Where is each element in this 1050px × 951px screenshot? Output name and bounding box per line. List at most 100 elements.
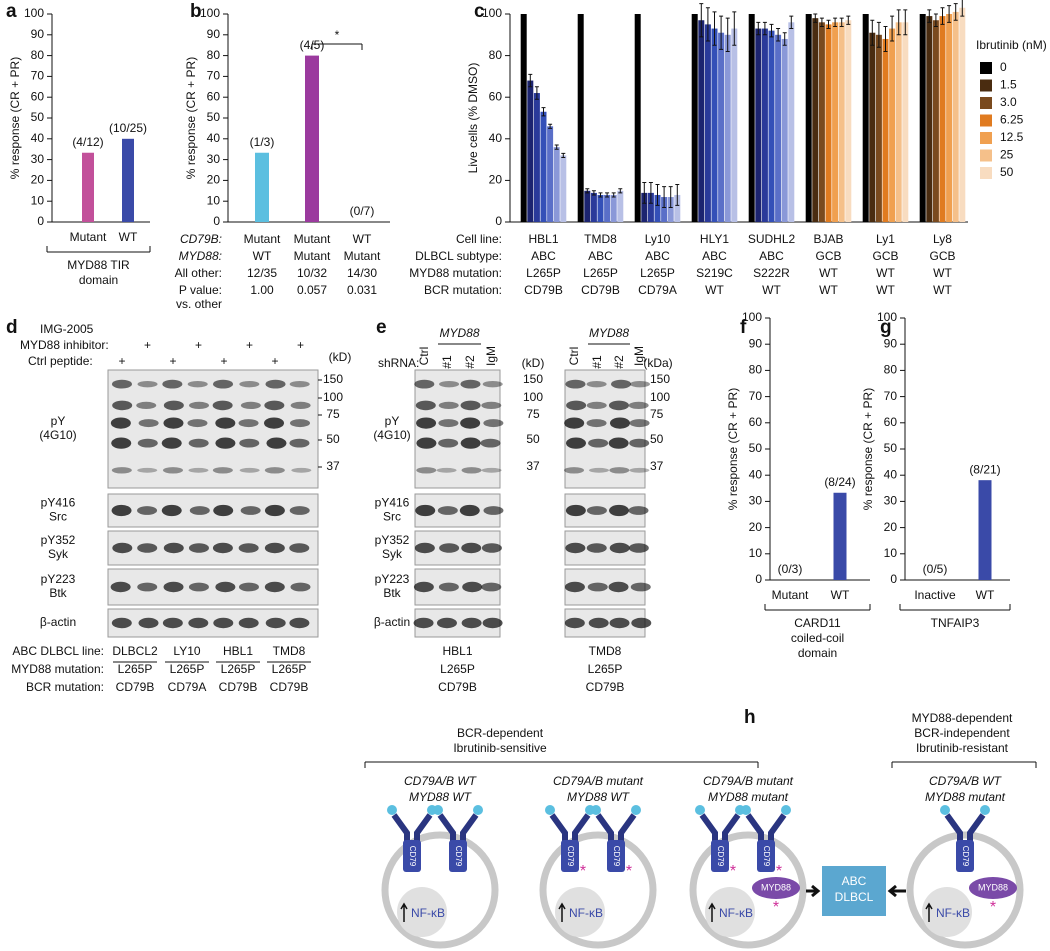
band	[289, 380, 310, 388]
error-bar	[618, 188, 623, 194]
band	[416, 467, 437, 474]
bar	[768, 30, 775, 222]
error-bar	[960, 0, 965, 17]
treatment-mark: +	[271, 354, 278, 368]
y-tick-label: 70	[31, 69, 45, 83]
bar	[932, 20, 939, 222]
nucleus-label: NF-κB	[719, 906, 753, 920]
band	[289, 543, 310, 553]
marker: 150	[323, 372, 343, 386]
table-cell: 10/32	[297, 266, 327, 280]
band	[628, 506, 649, 515]
cell-title: CD79A/B mutant	[703, 774, 794, 788]
band	[137, 582, 158, 592]
table-cell: 0.057	[297, 283, 327, 297]
y-tick-label: 60	[884, 415, 898, 429]
nucleus	[705, 887, 755, 937]
bar-annotation: (1/3)	[250, 135, 275, 149]
y-tick-label: 60	[489, 89, 503, 103]
error-bar	[896, 9, 901, 36]
bar	[584, 190, 591, 222]
bar	[748, 14, 755, 222]
panel-letter: g	[880, 317, 892, 338]
band	[291, 467, 312, 473]
band	[137, 438, 158, 448]
bar-annotation: (0/5)	[923, 562, 948, 576]
y-tick-label: 0	[37, 214, 44, 228]
y-tick-label: 80	[31, 48, 45, 62]
band	[215, 417, 236, 429]
error-bar	[756, 21, 761, 36]
y-tick-label: 10	[207, 193, 221, 207]
error-bar	[591, 190, 596, 196]
row-label: Btk	[383, 586, 401, 600]
band	[460, 400, 481, 411]
bar	[959, 7, 966, 223]
band	[439, 380, 460, 388]
band	[565, 504, 586, 517]
marker: 37	[526, 459, 540, 473]
bar	[788, 22, 795, 222]
band	[564, 581, 585, 593]
panel-letter: f	[740, 317, 747, 338]
antigen	[695, 805, 705, 815]
band	[611, 379, 632, 389]
band	[628, 543, 649, 553]
band	[188, 467, 209, 473]
y-tick-label: 60	[749, 415, 763, 429]
error-bar	[933, 13, 938, 27]
blot	[564, 369, 646, 489]
bar	[805, 14, 812, 222]
table-cell: Ly1	[876, 232, 895, 246]
significance: *	[335, 28, 340, 42]
table-cell: 14/30	[347, 266, 377, 280]
myd88	[969, 877, 1017, 899]
treatment-label: Ctrl peptide:	[28, 354, 93, 368]
legend-swatch	[980, 97, 992, 109]
band	[239, 467, 260, 473]
band	[416, 417, 437, 429]
band	[416, 437, 437, 449]
error-bar	[927, 9, 932, 23]
blot	[414, 369, 501, 489]
row-label: BCR mutation:	[26, 680, 104, 694]
band	[264, 581, 285, 593]
y-tick-label: 70	[884, 389, 898, 403]
unit: (kD)	[522, 356, 545, 370]
y-axis-label: % response (CR + PR)	[8, 57, 22, 179]
error-bar	[598, 192, 603, 198]
bar-annotation: (0/7)	[350, 204, 375, 218]
band	[265, 379, 286, 389]
gene-label: MYD88	[439, 326, 479, 340]
cell-line: HBL1	[442, 644, 472, 658]
outcome-label: DLBCL	[835, 890, 874, 904]
bar	[527, 80, 534, 222]
error-bar	[554, 144, 559, 150]
band	[482, 617, 503, 629]
band	[461, 467, 482, 474]
nucleus-label: NF-κB	[569, 906, 603, 920]
bar	[833, 492, 847, 580]
nucleus-label: NF-κB	[936, 906, 970, 920]
row-label: (4G10)	[373, 428, 410, 442]
bar	[755, 28, 762, 223]
antigen	[940, 805, 950, 815]
band	[188, 582, 209, 592]
band	[264, 504, 285, 517]
table-cell: CD79B	[270, 680, 309, 694]
nucleus	[397, 887, 447, 937]
table-cell: 12/35	[247, 266, 277, 280]
error-bar	[712, 11, 717, 46]
row-label: Cell line:	[456, 232, 502, 246]
row-label: MYD88 mutation:	[409, 266, 502, 280]
band	[564, 467, 585, 474]
y-tick-label: 90	[749, 336, 763, 350]
bar	[597, 194, 604, 222]
y-tick-label: 80	[489, 48, 503, 62]
band	[136, 401, 157, 409]
band	[264, 467, 285, 474]
antigen	[631, 805, 641, 815]
group-title: MYD88-dependent	[912, 711, 1013, 725]
band	[586, 419, 607, 428]
